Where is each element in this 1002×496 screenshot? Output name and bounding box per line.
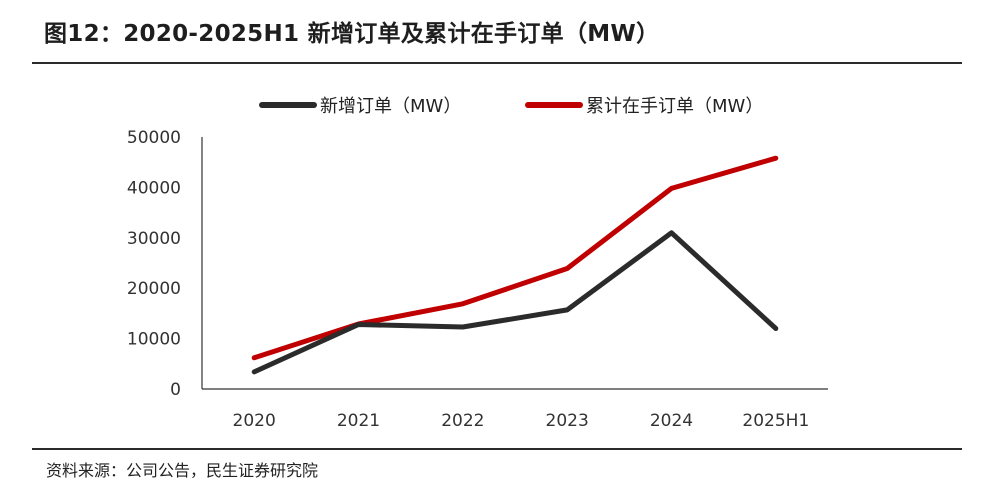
x-axis: 2020 2021 2022 2023 2024 2025H1 [202, 388, 828, 431]
series-line-new [251, 230, 779, 375]
legend-label-cumulative: 累计在手订单（MW） [586, 96, 763, 117]
x-tick-label: 2024 [650, 411, 693, 431]
bottom-rule [32, 448, 962, 450]
y-tick-label: 10000 [127, 330, 181, 350]
page-title: 图12：2020-2025H1 新增订单及累计在手订单（MW） [44, 21, 660, 47]
x-tick-label: 2020 [233, 411, 276, 431]
y-tick-label: 50000 [127, 128, 181, 148]
x-tick-label: 2022 [441, 411, 484, 431]
legend: 新增订单（MW） 累计在手订单（MW） [259, 96, 763, 117]
legend-label-new: 新增订单（MW） [320, 96, 461, 117]
y-tick-label: 40000 [127, 178, 181, 198]
series-line-cumulative [251, 155, 779, 361]
source-note: 资料来源：公司公告，民生证券研究院 [46, 461, 319, 480]
plot-series [251, 155, 779, 375]
x-tick-label: 2023 [546, 411, 589, 431]
y-tick-label: 0 [170, 380, 181, 400]
y-tick-label: 20000 [127, 279, 181, 299]
x-tick-label: 2021 [337, 411, 380, 431]
top-rule [32, 62, 962, 64]
y-axis: 0 10000 20000 30000 40000 50000 [127, 128, 203, 400]
y-tick-label: 30000 [127, 229, 181, 249]
x-tick-label: 2025H1 [742, 411, 809, 431]
